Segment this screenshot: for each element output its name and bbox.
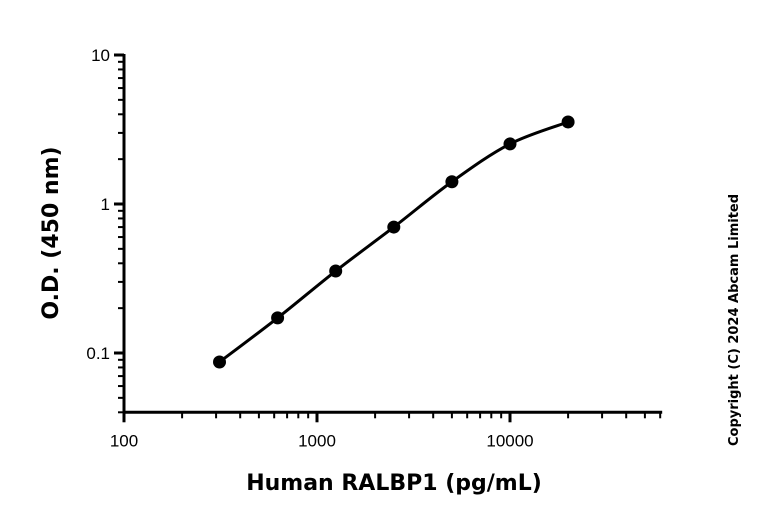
x-tick-label: 100 — [110, 431, 138, 450]
data-point — [503, 137, 517, 151]
x-axis-title: Human RALBP1 (pg/mL) — [246, 471, 542, 496]
copyright-text: Copyright (C) 2024 Abcam Limited — [727, 194, 742, 446]
y-axis-title: O.D. (450 nm) — [39, 146, 64, 319]
x-tick-label: 10000 — [486, 431, 533, 450]
data-point — [445, 175, 459, 189]
y-tick-label: 0.1 — [86, 344, 110, 363]
x-tick-label: 1000 — [298, 431, 336, 450]
axes: 100 1000 10000 0.1 1 10 — [86, 46, 663, 450]
fit-curve — [218, 120, 569, 364]
y-tick-label: 10 — [91, 46, 110, 65]
data-point — [213, 355, 227, 369]
data-point — [561, 115, 575, 129]
data-points — [213, 115, 575, 369]
data-point — [387, 220, 401, 234]
data-point — [329, 264, 343, 278]
y-tick-label: 1 — [101, 195, 110, 214]
data-point — [271, 311, 285, 325]
